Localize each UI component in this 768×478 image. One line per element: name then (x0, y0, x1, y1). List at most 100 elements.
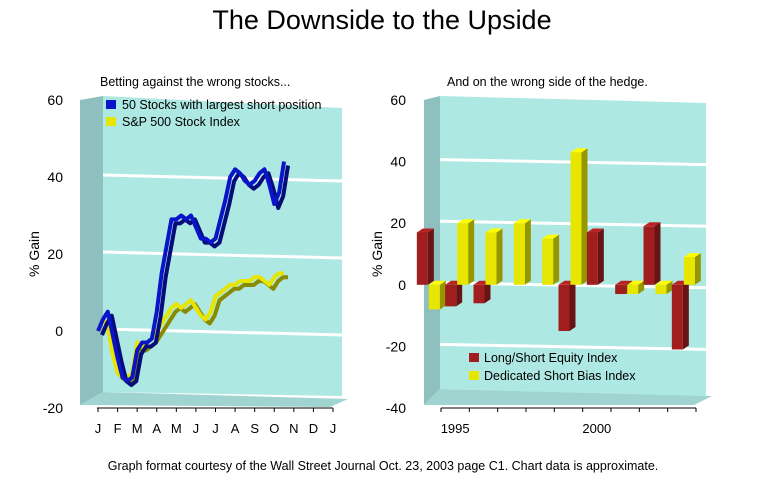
bar-front (513, 223, 525, 285)
bar-side (456, 280, 463, 307)
bar-side (553, 234, 560, 285)
right-chart-subtitle: And on the wrong side of the hedge. (447, 75, 648, 89)
left-chart: Betting against the wrong stocks... % Ga… (26, 75, 348, 436)
bar-front (655, 284, 667, 295)
bar-short-bias-1995 (457, 219, 475, 285)
bar-side (654, 222, 661, 285)
right-x-tick-label: 1995 (441, 421, 470, 436)
bar-top (615, 280, 633, 285)
bar-side (638, 280, 645, 295)
left-x-tick-label: O (269, 421, 279, 436)
left-gridline (102, 173, 343, 183)
bar-top (643, 222, 661, 227)
legend-swatch-yellow-bias (469, 371, 479, 380)
right-y-tick-label: -40 (386, 400, 406, 416)
bar-top (683, 253, 701, 258)
left-x-tick-label: A (152, 421, 161, 436)
bar-side (524, 219, 531, 285)
bar-top (570, 148, 588, 153)
bar-side (468, 219, 475, 285)
bar-side (484, 280, 491, 304)
bar-side (666, 280, 673, 295)
right-chart-y-ticks: -40 -20 0 20 40 60 (386, 92, 406, 416)
right-chart-bars (416, 148, 701, 350)
bar-side (597, 228, 604, 285)
left-chart-floor (80, 392, 348, 407)
bar-front (457, 223, 469, 285)
line-series-short-stocks (96, 161, 287, 384)
right-chart-y-axis-label: % Gain (369, 231, 385, 277)
line-series-shadow (100, 165, 291, 388)
bar-short-bias-1997 (513, 219, 531, 285)
legend-swatch-red (469, 353, 479, 362)
left-x-tick-label: S (250, 421, 259, 436)
left-x-tick-label: F (114, 421, 122, 436)
right-chart: And on the wrong side of the hedge. % Ga… (369, 75, 712, 436)
legend-label-short-stocks: 50 Stocks with largest short position (122, 98, 321, 112)
bar-side (427, 228, 434, 285)
bar-long-short-2003 (671, 280, 689, 350)
right-gridline (439, 342, 707, 351)
bar-top (586, 228, 604, 233)
bar-front (485, 232, 497, 285)
bar-side (581, 148, 588, 285)
right-y-tick-label: 20 (390, 215, 406, 231)
right-y-tick-label: 40 (390, 154, 406, 170)
right-chart-x-ticks: 1995 2000 (440, 408, 697, 436)
bar-top (416, 228, 434, 233)
left-chart-side-wall (80, 96, 103, 405)
bar-front (586, 232, 598, 285)
bar-front (570, 152, 582, 285)
bar-top (485, 228, 503, 233)
legend-label-short-bias: Dedicated Short Bias Index (484, 369, 636, 383)
legend-swatch-yellow (106, 117, 116, 126)
left-y-tick-label: 60 (47, 92, 63, 108)
left-x-tick-label: J (193, 421, 200, 436)
bar-front (627, 284, 639, 295)
bar-front (671, 284, 683, 350)
legend-label-sp500: S&P 500 Stock Index (122, 115, 241, 129)
right-y-tick-label: 0 (398, 277, 406, 293)
left-x-tick-label: M (171, 421, 182, 436)
bar-top (513, 219, 531, 224)
bar-side (569, 280, 576, 331)
bar-front (683, 257, 695, 285)
bar-front (473, 284, 485, 304)
right-chart-floor (424, 389, 712, 405)
bar-top (655, 280, 673, 285)
left-chart-y-axis-label: % Gain (26, 231, 42, 277)
left-x-tick-label: N (289, 421, 298, 436)
bar-top (627, 280, 645, 285)
legend-label-long-short: Long/Short Equity Index (484, 351, 618, 365)
right-y-tick-label: -20 (386, 338, 406, 354)
bar-front (643, 226, 655, 285)
left-x-tick-label: M (132, 421, 143, 436)
bar-long-short-2002 (643, 222, 661, 285)
left-chart-y-ticks: -20 0 20 40 60 (43, 92, 63, 416)
right-chart-legend: Long/Short Equity Index Dedicated Short … (469, 351, 636, 383)
bar-side (682, 280, 689, 350)
bar-side (496, 228, 503, 285)
left-y-tick-label: 40 (47, 169, 63, 185)
bar-short-bias-1996 (485, 228, 503, 285)
bar-front (428, 284, 440, 310)
bar-front (445, 284, 457, 307)
left-x-tick-label: J (95, 421, 102, 436)
bar-top (457, 219, 475, 224)
left-y-tick-label: -20 (43, 400, 63, 416)
bar-long-short-2000 (586, 228, 604, 285)
bar-top (428, 280, 446, 285)
bar-front (558, 284, 570, 331)
left-chart-gridlines (102, 173, 343, 337)
bar-short-bias-2003 (683, 253, 701, 285)
right-x-tick-label: 2000 (582, 421, 611, 436)
bar-front (416, 232, 428, 285)
bar-short-bias-2001 (627, 280, 645, 295)
bar-short-bias-2002 (655, 280, 673, 295)
left-x-tick-label: A (231, 421, 240, 436)
left-chart-subtitle: Betting against the wrong stocks... (100, 75, 290, 89)
left-gridline (102, 250, 343, 260)
left-x-tick-label: D (309, 421, 318, 436)
